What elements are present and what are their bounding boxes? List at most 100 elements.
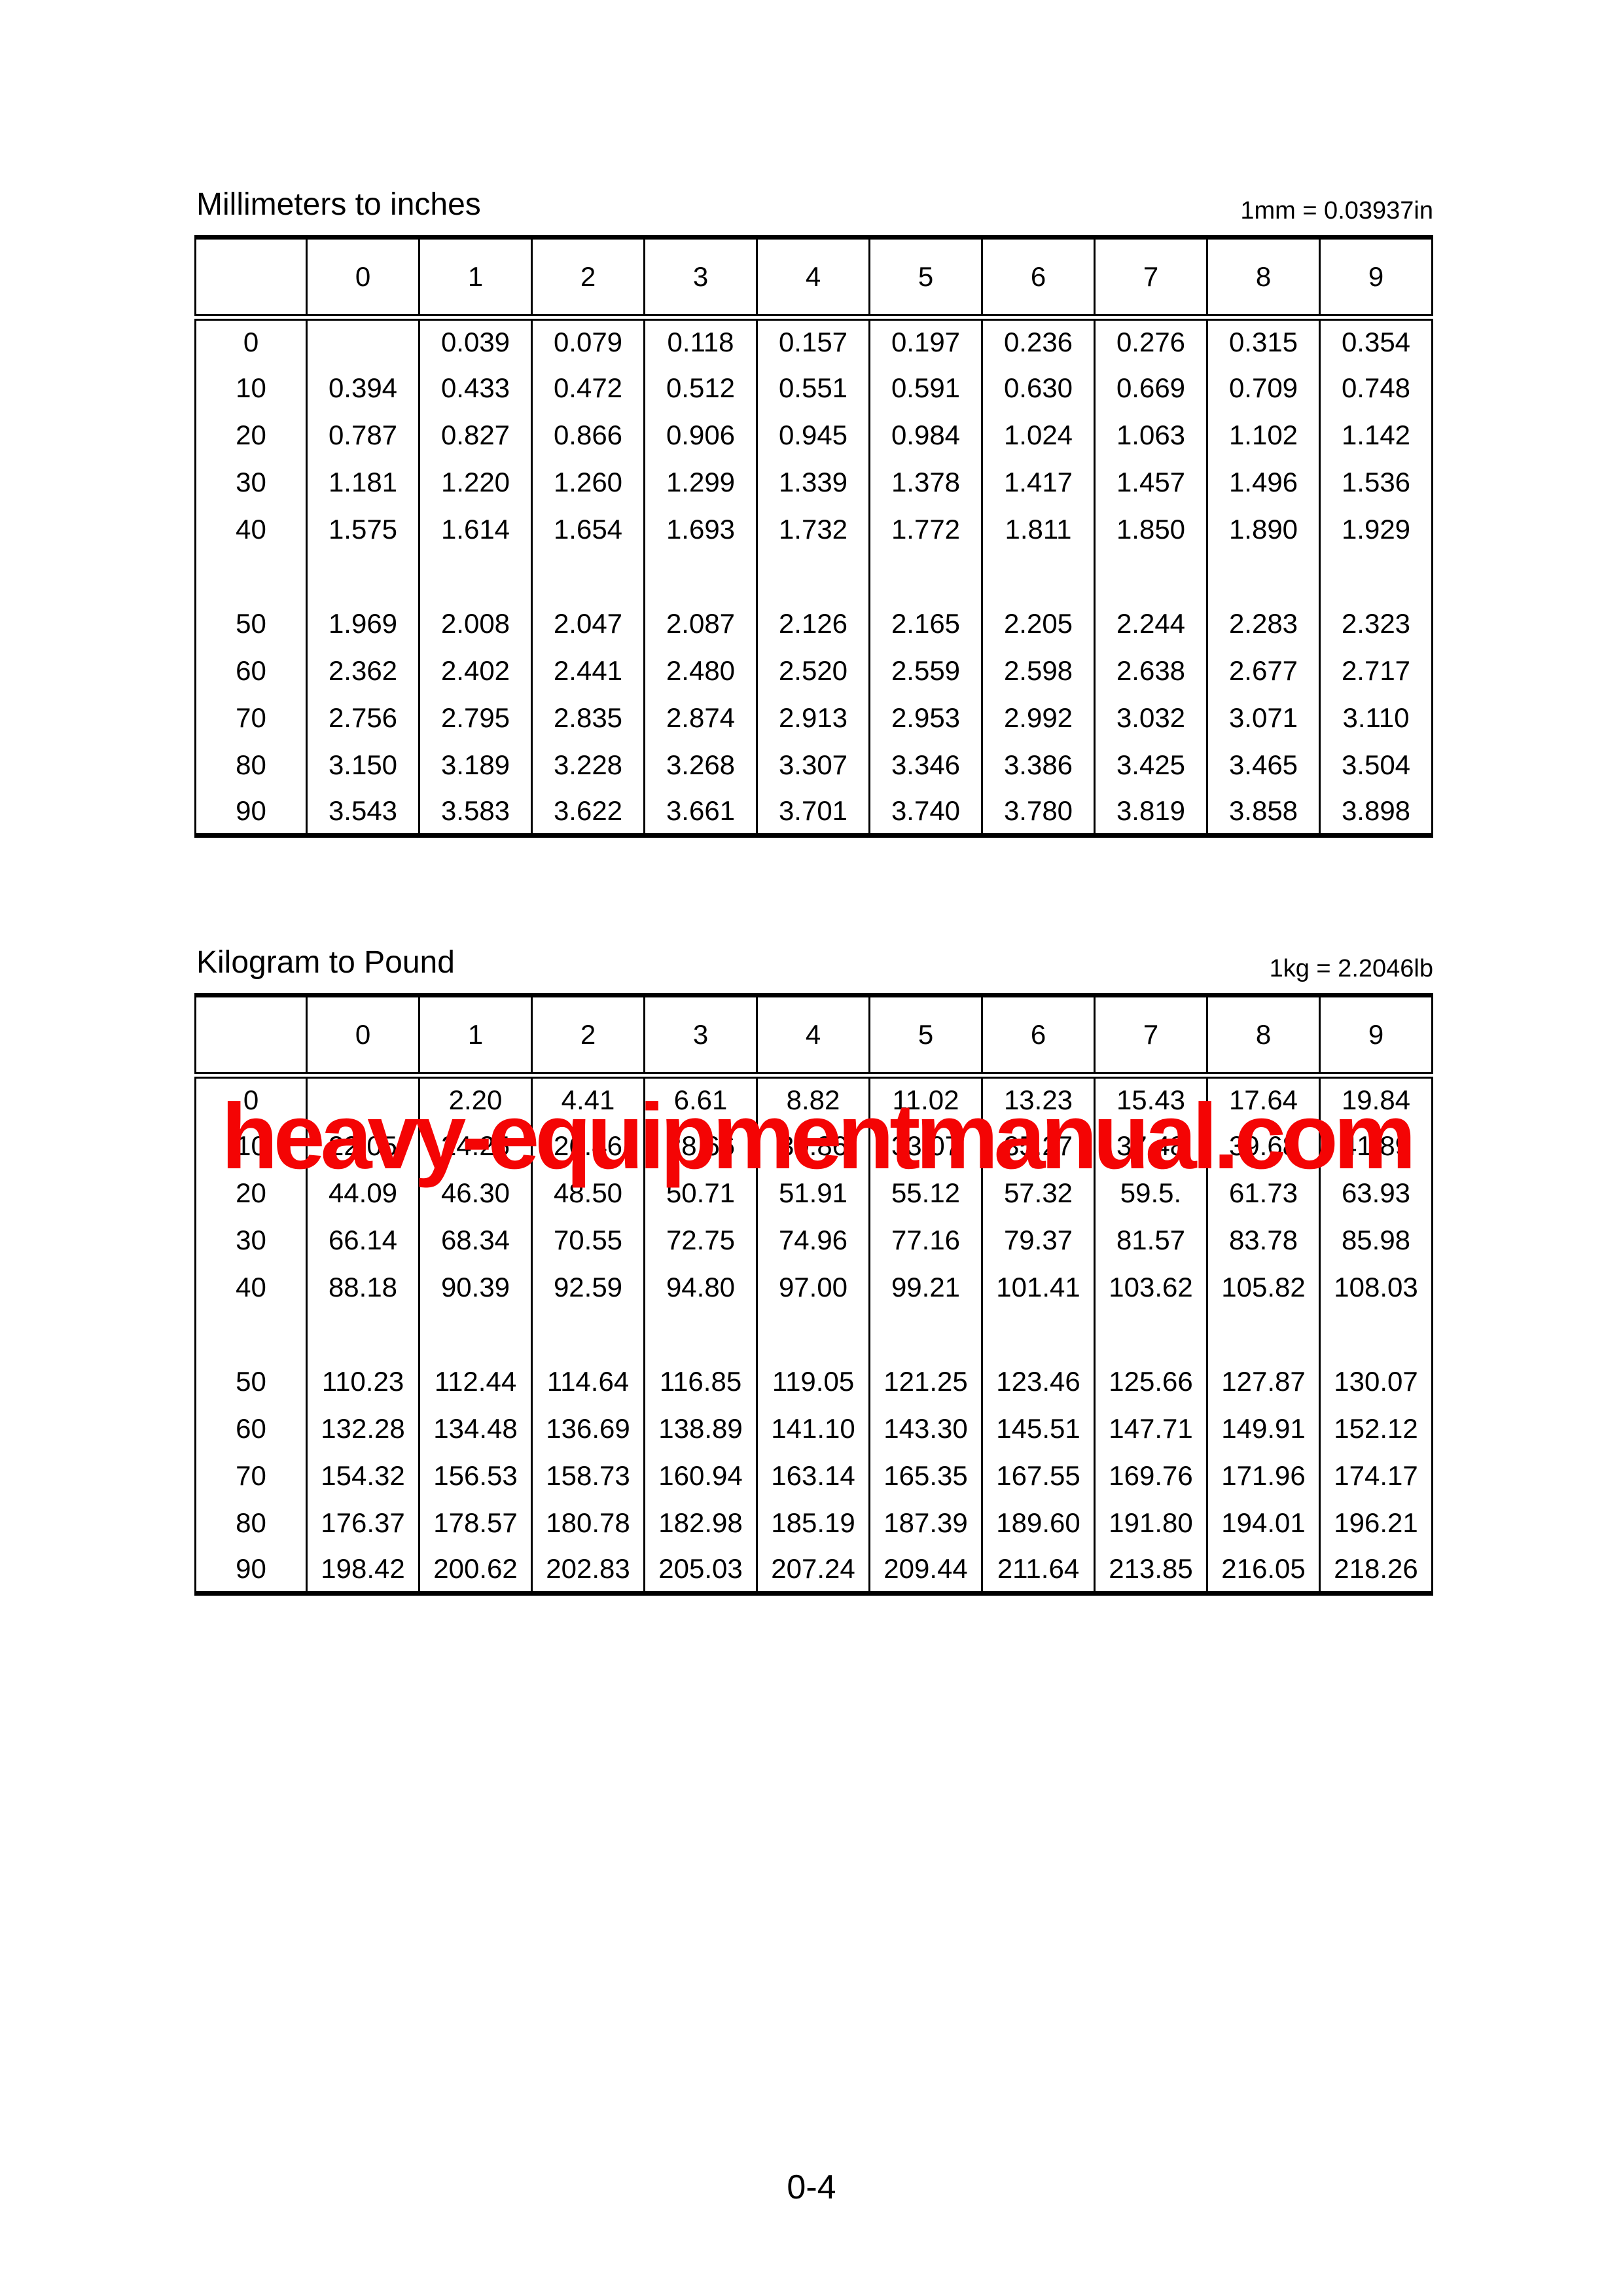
row-label: 10 xyxy=(194,364,308,412)
table-cell: 134.48 xyxy=(418,1405,533,1452)
table-cell: 110.23 xyxy=(306,1357,420,1405)
table-cell: 116.85 xyxy=(643,1357,758,1405)
table-cell: 3.228 xyxy=(531,741,645,789)
table-cell: 63.93 xyxy=(1319,1169,1433,1217)
table-cell: 187.39 xyxy=(868,1499,983,1547)
table-cell: 174.17 xyxy=(1319,1452,1433,1499)
table-cell: 218.26 xyxy=(1319,1546,1433,1594)
row-label: 40 xyxy=(194,1263,308,1311)
empty-cell xyxy=(306,1310,420,1358)
table-cell: 132.28 xyxy=(306,1405,420,1452)
empty-cell xyxy=(981,1310,1096,1358)
mm-to-inches-table: 0 1 2 3 4 5 6 7 8 9 0 0.039 0.079 0.118 0.157 0.197 0.23… xyxy=(194,235,1433,838)
table-cell: 0.433 xyxy=(418,364,533,412)
table-row: 30 66.14 68.34 70.55 72.75 74.96 77.16 79.37 81.… xyxy=(194,1216,1433,1264)
table-cell: 37.48 xyxy=(1094,1122,1208,1170)
table-cell: 3.465 xyxy=(1206,741,1321,789)
table-cell: 1.496 xyxy=(1206,458,1321,506)
row-label: 10 xyxy=(194,1122,308,1170)
table-row: 80 3.150 3.189 3.228 3.268 3.307 3.346 3.386 3.4… xyxy=(194,741,1433,789)
table-cell: 2.992 xyxy=(981,694,1096,742)
table-cell: 0.630 xyxy=(981,364,1096,412)
row-label: 0 xyxy=(194,317,308,365)
empty-cell xyxy=(1206,552,1321,600)
table-cell: 2.008 xyxy=(418,600,533,647)
table-cell: 0.197 xyxy=(868,317,983,365)
table-cell: 68.34 xyxy=(418,1216,533,1264)
table-cell: 3.110 xyxy=(1319,694,1433,742)
table-cell: 28.66 xyxy=(643,1122,758,1170)
empty-cell xyxy=(531,1310,645,1358)
table-cell: 207.24 xyxy=(756,1546,870,1594)
table-row: 40 88.18 90.39 92.59 94.80 97.00 99.21 101.41 10… xyxy=(194,1263,1433,1311)
table-cell: 1.142 xyxy=(1319,411,1433,459)
table-cell: 1.811 xyxy=(981,505,1096,553)
table-cell: 2.283 xyxy=(1206,600,1321,647)
empty-cell xyxy=(643,552,758,600)
table-cell: 1.890 xyxy=(1206,505,1321,553)
table-row: 60 2.362 2.402 2.441 2.480 2.520 2.559 2.598 2.6… xyxy=(194,647,1433,694)
table-cell: 59.5. xyxy=(1094,1169,1208,1217)
table-cell: 1.457 xyxy=(1094,458,1208,506)
row-label: 70 xyxy=(194,1452,308,1499)
empty-cell xyxy=(981,552,1096,600)
table-row: 70 2.756 2.795 2.835 2.874 2.913 2.953 2.992 3.0… xyxy=(194,694,1433,742)
empty-cell xyxy=(306,552,420,600)
column-header: 8 xyxy=(1206,995,1321,1079)
row-label: 50 xyxy=(194,1357,308,1405)
table-cell: 79.37 xyxy=(981,1216,1096,1264)
table-cell: 205.03 xyxy=(643,1546,758,1594)
table-cell: 1.417 xyxy=(981,458,1096,506)
table-cell: 1.929 xyxy=(1319,505,1433,553)
table-cell: 121.25 xyxy=(868,1357,983,1405)
column-header: 5 xyxy=(868,237,983,321)
table-cell: 176.37 xyxy=(306,1499,420,1547)
table-cell: 194.01 xyxy=(1206,1499,1321,1547)
column-header: 1 xyxy=(418,995,533,1079)
column-header: 3 xyxy=(643,995,758,1079)
table-cell: 191.80 xyxy=(1094,1499,1208,1547)
table-cell: 15.43 xyxy=(1094,1075,1208,1122)
table-cell: 185.19 xyxy=(756,1499,870,1547)
table-cell: 2.323 xyxy=(1319,600,1433,647)
column-header: 1 xyxy=(418,237,533,321)
table-cell: 1.063 xyxy=(1094,411,1208,459)
table-cell: 0.551 xyxy=(756,364,870,412)
table-cell: 2.087 xyxy=(643,600,758,647)
table-cell: 55.12 xyxy=(868,1169,983,1217)
empty-cell xyxy=(418,1310,533,1358)
table-cell: 1.024 xyxy=(981,411,1096,459)
table-cell: 13.23 xyxy=(981,1075,1096,1122)
table-cell: 2.717 xyxy=(1319,647,1433,694)
table-row: 70 154.32 156.53 158.73 160.94 163.14 165.35 16… xyxy=(194,1452,1433,1499)
table-cell: 24.25 xyxy=(418,1122,533,1170)
row-label: 30 xyxy=(194,1216,308,1264)
row-label: 0 xyxy=(194,1075,308,1122)
table-cell: 48.50 xyxy=(531,1169,645,1217)
table-cell: 2.126 xyxy=(756,600,870,647)
table-cell: 72.75 xyxy=(643,1216,758,1264)
table-cell: 88.18 xyxy=(306,1263,420,1311)
corner-cell xyxy=(194,237,308,321)
table-cell: 152.12 xyxy=(1319,1405,1433,1452)
table-cell: 0.236 xyxy=(981,317,1096,365)
table-cell: 46.30 xyxy=(418,1169,533,1217)
column-header: 9 xyxy=(1319,237,1433,321)
table-cell: 35.27 xyxy=(981,1122,1096,1170)
table-cell: 198.42 xyxy=(306,1546,420,1594)
table-cell: 3.386 xyxy=(981,741,1096,789)
table-cell: 127.87 xyxy=(1206,1357,1321,1405)
table-cell: 0.276 xyxy=(1094,317,1208,365)
table-cell: 8.82 xyxy=(756,1075,870,1122)
column-header: 2 xyxy=(531,995,645,1079)
row-label: 60 xyxy=(194,1405,308,1452)
table-cell: 149.91 xyxy=(1206,1405,1321,1452)
table-cell: 2.165 xyxy=(868,600,983,647)
table-cell: 17.64 xyxy=(1206,1075,1321,1122)
table-cell: 0.787 xyxy=(306,411,420,459)
table-cell: 178.57 xyxy=(418,1499,533,1547)
table-cell: 33.07 xyxy=(868,1122,983,1170)
row-label: 90 xyxy=(194,788,308,836)
table-cell: 0.984 xyxy=(868,411,983,459)
table-cell: 0.079 xyxy=(531,317,645,365)
